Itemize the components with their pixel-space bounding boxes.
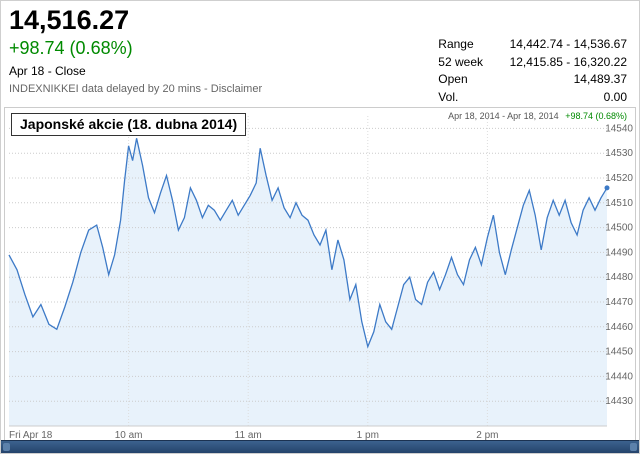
y-tick-label: 14530 xyxy=(605,148,633,159)
stat-value: 14,489.37 xyxy=(573,72,627,87)
stat-row-range: Range 14,442.74 - 14,536.67 xyxy=(438,37,627,55)
y-tick-label: 14460 xyxy=(605,322,633,333)
y-tick-label: 14470 xyxy=(605,297,633,308)
period-dates: Apr 18, 2014 - Apr 18, 2014 xyxy=(448,111,559,121)
y-tick-label: 14510 xyxy=(605,198,633,209)
chart-period-label: Apr 18, 2014 - Apr 18, 2014 +98.74 (0.68… xyxy=(448,111,627,121)
chart-title-overlay: Japonské akcie (18. dubna 2014) xyxy=(11,113,247,136)
quote-summary: 14,516.27 +98.74 (0.68%) Apr 18 - Close … xyxy=(9,5,262,107)
stat-label: Open xyxy=(438,72,468,87)
stat-value: 14,442.74 - 14,536.67 xyxy=(509,37,627,52)
x-tick-label: 1 pm xyxy=(357,430,379,441)
delay-text: INDEXNIKKEI data delayed by 20 mins - xyxy=(9,83,208,96)
price-change: +98.74 (0.68%) xyxy=(9,38,133,59)
period-change: +98.74 (0.68%) xyxy=(565,111,627,121)
close-label: Apr 18 - Close xyxy=(9,64,86,79)
stat-row-52week: 52 week 12,415.85 - 16,320.22 xyxy=(438,55,627,73)
x-tick-label: 11 am xyxy=(235,430,262,441)
y-tick-label: 14490 xyxy=(605,247,633,258)
chart-area[interactable]: 14430 14440 14450 14460 14470 14480 14490 14500… xyxy=(4,107,636,442)
price-line xyxy=(8,138,608,349)
timeline-scrollbar[interactable] xyxy=(1,440,639,453)
quote-header: 14,516.27 +98.74 (0.68%) Apr 18 - Close … xyxy=(1,1,639,107)
last-price: 14,516.27 xyxy=(9,5,130,35)
scrollbar-right-handle[interactable] xyxy=(630,443,637,451)
x-tick-label: 10 am xyxy=(115,430,143,441)
stat-label: 52 week xyxy=(438,54,483,69)
y-tick-label: 14520 xyxy=(605,173,633,184)
last-price-dot xyxy=(604,185,610,191)
x-tick-label: Fri Apr 18 xyxy=(9,430,53,441)
y-tick-label: 14480 xyxy=(605,272,633,283)
stat-value: 0.00 xyxy=(603,89,627,104)
y-tick-label: 14430 xyxy=(605,396,633,407)
y-tick-label: 14440 xyxy=(605,371,633,382)
stat-row-volume: Vol. 0.00 xyxy=(438,90,627,108)
stat-label: Range xyxy=(438,37,474,52)
x-tick-label: 2 pm xyxy=(476,430,498,441)
y-tick-label: 14540 xyxy=(605,123,633,134)
delay-note: INDEXNIKKEI data delayed by 20 mins - Di… xyxy=(9,83,262,95)
intraday-price-chart[interactable]: 14430 14440 14450 14460 14470 14480 14490 14500… xyxy=(5,108,637,441)
stat-value: 12,415.85 - 16,320.22 xyxy=(509,54,627,69)
disclaimer-link[interactable]: Disclaimer xyxy=(210,83,263,96)
stat-row-open: Open 14,489.37 xyxy=(438,72,627,90)
stat-label: Vol. xyxy=(438,89,459,104)
area-fill xyxy=(9,138,607,427)
y-tick-label: 14450 xyxy=(605,347,633,358)
y-tick-label: 14500 xyxy=(605,223,633,234)
scrollbar-left-handle[interactable] xyxy=(3,443,10,451)
quote-stats-table: Range 14,442.74 - 14,536.67 52 week 12,4… xyxy=(438,37,627,107)
